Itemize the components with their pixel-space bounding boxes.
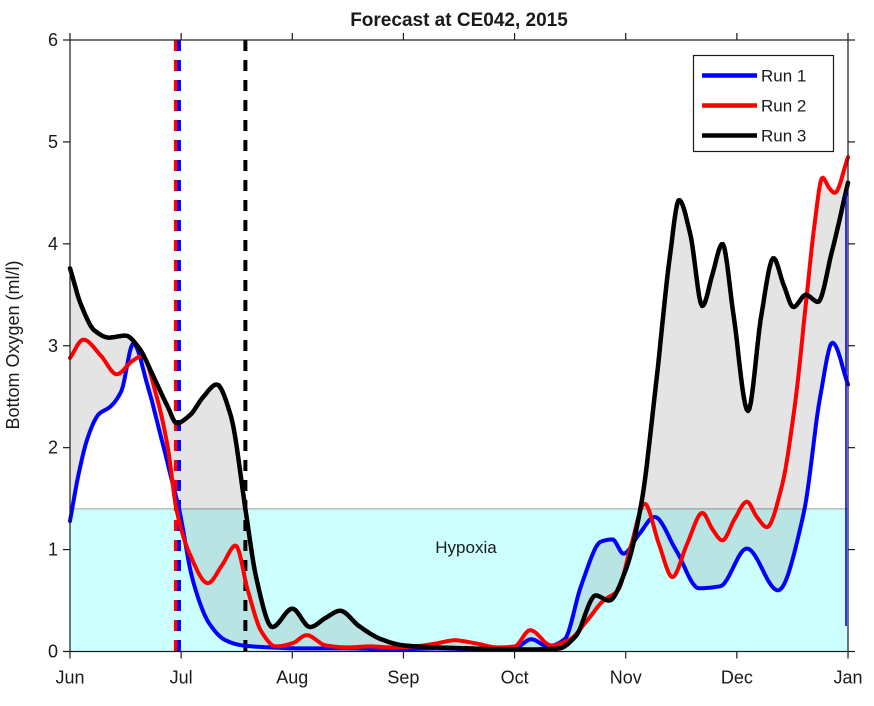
axis-ticks <box>63 33 855 659</box>
x-tick-label: Aug <box>276 668 308 688</box>
x-tick-label: Oct <box>501 668 529 688</box>
y-tick-label: 6 <box>48 30 58 50</box>
y-tick-labels: 0 1 2 3 4 5 6 <box>48 30 58 662</box>
y-tick-label: 3 <box>48 336 58 356</box>
chart-title: Forecast at CE042, 2015 <box>350 10 568 31</box>
x-tick-labels: Jun Jul Aug Sep Oct Nov Dec Jan <box>55 668 862 688</box>
run3-line <box>67 180 851 652</box>
y-tick-label: 5 <box>48 132 58 152</box>
x-tick-label: Jun <box>55 668 84 688</box>
y-tick-label: 0 <box>48 642 58 662</box>
y-tick-label: 2 <box>48 438 58 458</box>
x-tick-label: Jan <box>833 668 862 688</box>
hypoxia-region <box>70 508 848 652</box>
y-axis-label: Bottom Oxygen (ml/l) <box>3 260 23 429</box>
y-tick-label: 4 <box>48 234 58 254</box>
y-tick-label: 1 <box>48 540 58 560</box>
x-tick-label: Jul <box>170 668 193 688</box>
x-tick-label: Dec <box>721 668 753 688</box>
hypoxia-label: Hypoxia <box>435 538 497 557</box>
x-tick-label: Sep <box>387 668 419 688</box>
x-tick-label: Nov <box>610 668 642 688</box>
event-lines <box>173 40 248 652</box>
legend-label-run3: Run 3 <box>761 127 806 146</box>
run2-line <box>68 155 850 650</box>
legend: Run 1 Run 2 Run 3 <box>692 54 835 153</box>
legend-label-run1: Run 1 <box>761 67 806 86</box>
legend-label-run2: Run 2 <box>761 97 806 116</box>
